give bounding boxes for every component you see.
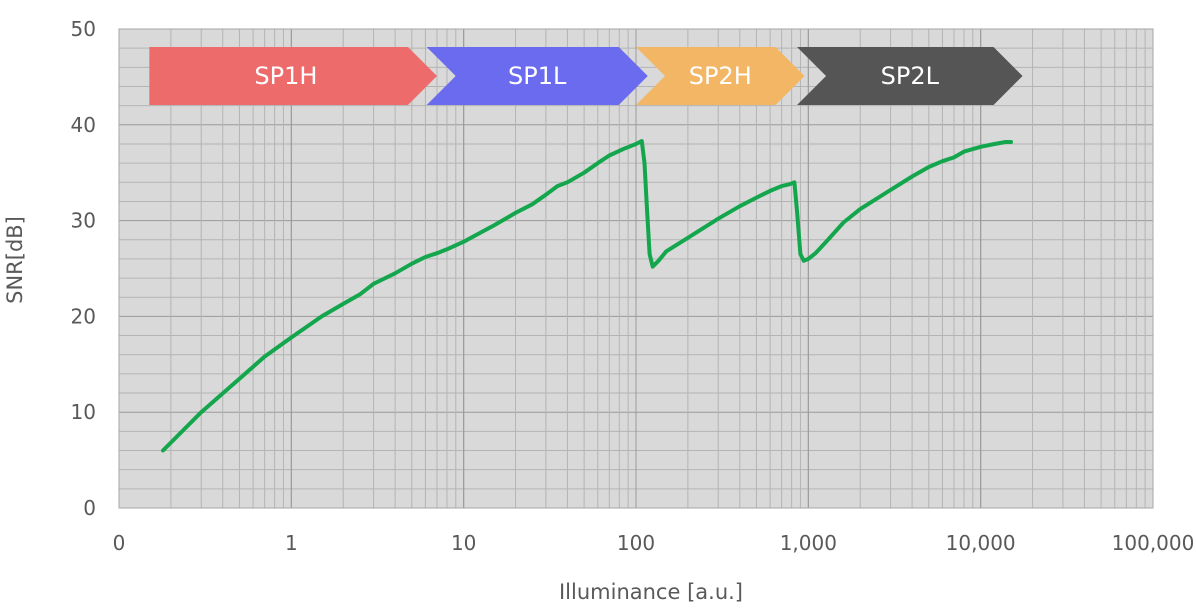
band-sp1l-arrow [426,47,648,105]
x-axis-label: Illuminance [a.u.] [559,580,743,604]
series-line-0 [161,139,1013,453]
band-sp2h-label: SP2H [689,62,752,90]
plot-border [118,28,1154,509]
x-tick-label: 0 [113,531,126,555]
x-tick-label: 10,000 [946,531,1016,555]
x-tick-label: 1 [285,531,298,555]
grid [118,28,1154,509]
y-tick-label: 20 [71,304,96,328]
speed-bands: SP1H SP1L SP2H SP2L [149,47,1023,105]
x-axis-ticks: 0 1 10 100 1,000 10,000 100,000 [113,531,1195,555]
band-sp2l-arrow [797,47,1023,105]
series-layer [161,139,1013,453]
y-tick-label: 40 [71,113,96,137]
y-axis-ticks: 0 10 20 30 40 50 [71,17,96,520]
y-tick-label: 50 [71,17,96,41]
y-axis-label: SNR[dB] [3,216,27,304]
band-sp1h-label: SP1H [254,62,317,90]
band-sp2h-arrow [636,47,805,105]
y-tick-label: 30 [71,209,96,233]
y-tick-label: 0 [83,496,96,520]
x-tick-label: 1,000 [780,531,837,555]
x-tick-label: 10 [451,531,476,555]
x-tick-label: 100 [617,531,655,555]
band-sp1h-arrow [149,47,437,105]
y-tick-label: 10 [71,400,96,424]
x-tick-label: 100,000 [1112,531,1195,555]
band-sp2l-label: SP2L [881,62,940,90]
band-sp1l-label: SP1L [508,62,567,90]
